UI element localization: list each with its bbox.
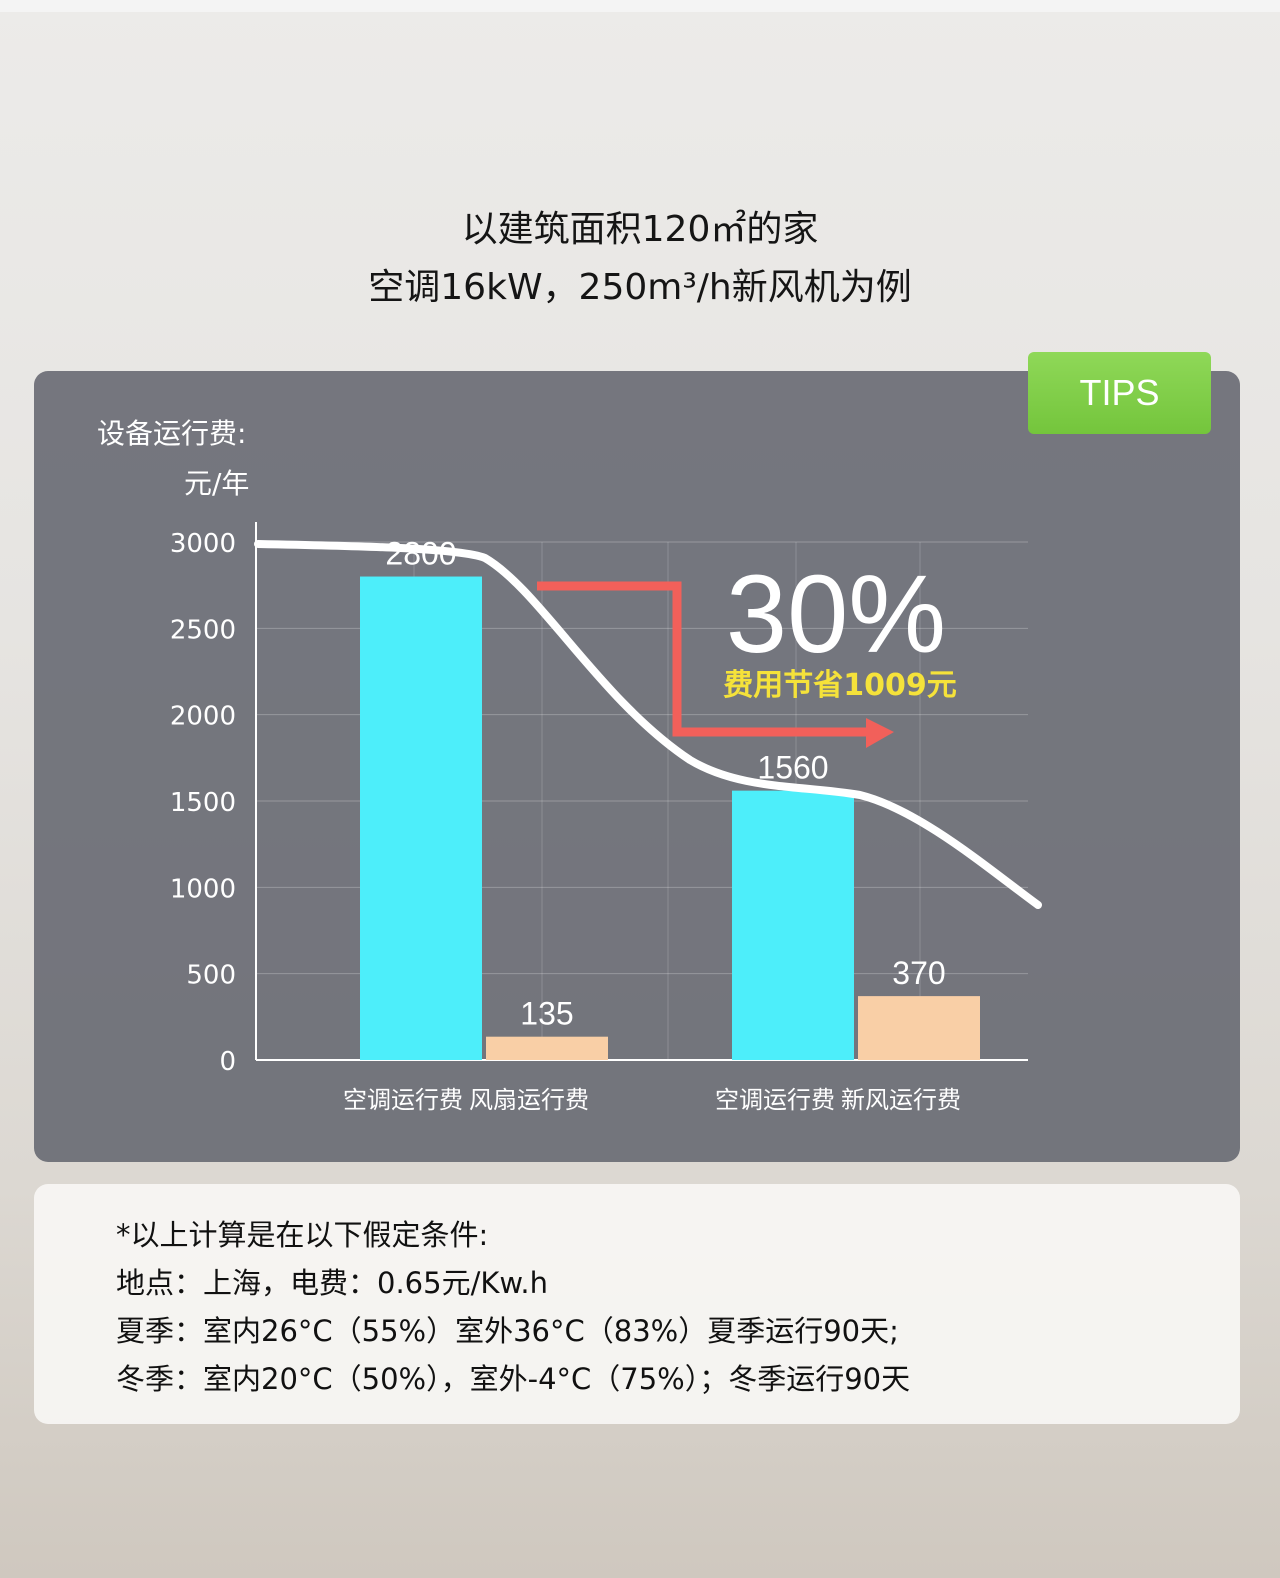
note-line: 夏季：室内26°C（55%）室外36°C（83%）夏季运行90天; <box>116 1314 899 1348</box>
x-category-label: 新风运行费 <box>841 1086 961 1114</box>
y-tick-label: 3000 <box>170 529 236 559</box>
bar-value-label: 370 <box>892 955 945 991</box>
notes-panel <box>34 1184 1240 1424</box>
x-category-label: 风扇运行费 <box>469 1086 589 1114</box>
saving-text: 费用节省1009元 <box>723 668 957 703</box>
y-axis-label: 设备运行费: <box>97 417 247 450</box>
x-category-label: 空调运行费 <box>715 1086 835 1114</box>
bar-value-label: 1560 <box>757 750 828 786</box>
heading-line-1: 以建筑面积120㎡的家 <box>461 209 819 250</box>
bar-value-label: 135 <box>520 996 573 1032</box>
arrow-head <box>866 718 894 748</box>
y-axis-unit: 元/年 <box>184 467 250 500</box>
y-tick-label: 2000 <box>170 702 236 732</box>
note-line: *以上计算是在以下假定条件: <box>116 1218 489 1252</box>
bar <box>360 576 482 1060</box>
y-tick-label: 0 <box>219 1047 236 1077</box>
note-line: 冬季：室内20°C（50%），室外-4°C（75%）；冬季运行90天 <box>116 1362 911 1396</box>
bar <box>732 790 854 1060</box>
chart-panel <box>34 371 1240 1162</box>
y-tick-label: 1000 <box>170 874 236 904</box>
top-strip <box>0 0 1280 12</box>
y-tick-label: 2500 <box>170 615 236 645</box>
y-tick-label: 500 <box>186 961 236 991</box>
bar <box>486 1036 608 1060</box>
trend-curve <box>254 540 1042 909</box>
x-category-label: 空调运行费 <box>343 1086 463 1114</box>
heading-line-2: 空调16kW，250m³/h新风机为例 <box>368 267 912 308</box>
saving-arrow <box>537 581 870 737</box>
note-line: 地点：上海，电费：0.65元/Kw.h <box>116 1266 549 1300</box>
saving-percent: 30% <box>726 553 946 676</box>
bar <box>858 996 980 1060</box>
tips-badge: TIPS <box>1028 352 1211 434</box>
y-tick-label: 1500 <box>170 788 236 818</box>
